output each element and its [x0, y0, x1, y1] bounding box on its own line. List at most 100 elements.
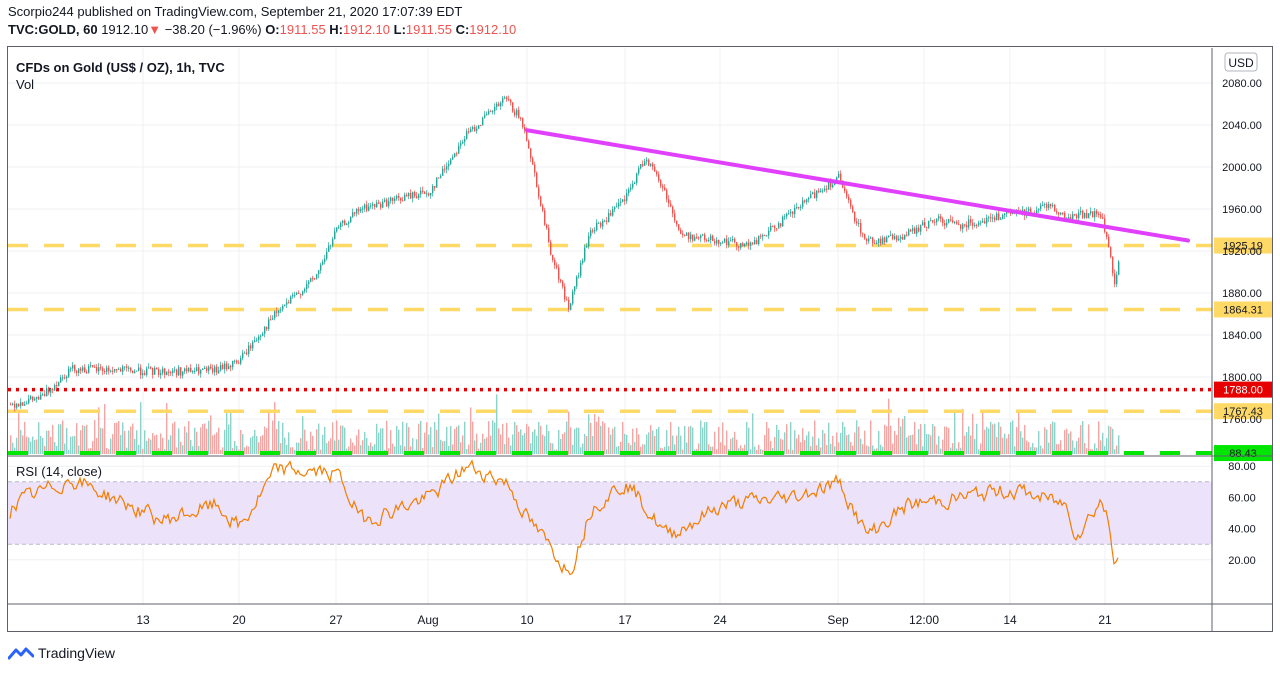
candle-body: [466, 131, 468, 139]
volume-bar: [1054, 422, 1056, 454]
candle-body: [712, 235, 714, 241]
candle-body: [668, 199, 670, 204]
volume-bar: [880, 444, 882, 454]
candle-body: [268, 319, 270, 329]
candle-body: [594, 230, 596, 232]
currency-badge[interactable]: USD: [1224, 52, 1258, 72]
volume-bar: [208, 420, 210, 454]
close-value: 1912.10: [469, 22, 517, 37]
volume-bar: [92, 441, 94, 454]
candle-body: [770, 225, 772, 231]
volume-bar: [272, 420, 274, 454]
volume-bar: [954, 410, 956, 454]
volume-bar: [574, 429, 576, 454]
candle-body: [506, 97, 508, 100]
volume-bar: [630, 444, 632, 454]
volume-bar: [294, 449, 296, 454]
candle-body: [384, 199, 386, 202]
volume-bar: [636, 428, 638, 454]
candle-body: [892, 234, 894, 239]
candle-body: [88, 366, 90, 373]
volume-bar: [130, 426, 132, 454]
trendline[interactable]: [525, 128, 1190, 243]
candle-body: [182, 371, 184, 376]
price-levels: 1925.19 1864.31 1788.00 1767.43: [8, 237, 1272, 420]
candle-body: [24, 404, 26, 406]
volume-bar: [1074, 447, 1076, 454]
volume-bar: [128, 430, 130, 454]
candle-body: [102, 368, 104, 372]
candle-body: [14, 403, 16, 408]
candle-body: [1042, 204, 1044, 206]
volume-bar: [298, 442, 300, 454]
volume-bar: [418, 423, 420, 454]
volume-bar: [112, 434, 114, 454]
volume-bar: [968, 426, 970, 454]
candle-body: [1118, 261, 1120, 275]
volume-bar: [878, 431, 880, 454]
footer-brand: TradingView: [38, 645, 116, 661]
candle-body: [454, 153, 456, 158]
candle-body: [578, 275, 580, 277]
volume-bar: [218, 427, 220, 454]
volume-bar: [1076, 440, 1078, 454]
volume-bar: [528, 426, 530, 454]
volume-bar: [668, 446, 670, 454]
volume-bar: [824, 433, 826, 454]
volume-bar: [536, 435, 538, 454]
volume-bar: [770, 440, 772, 454]
volume-bar: [1032, 443, 1034, 454]
volume-bar: [950, 447, 952, 454]
volume-bar: [448, 445, 450, 454]
candle-body: [230, 365, 232, 368]
candle-body: [542, 205, 544, 211]
candle-body: [932, 220, 934, 222]
volume-bar: [140, 402, 142, 454]
volume-bar: [926, 434, 928, 454]
volume-bar: [62, 420, 64, 454]
volume-bar: [412, 438, 414, 454]
candle-body: [1006, 211, 1008, 214]
volume-bar: [438, 413, 440, 454]
volume-bar: [500, 434, 502, 454]
volume-bar: [828, 422, 830, 454]
candle-body: [610, 213, 612, 216]
volume-bar: [908, 435, 910, 454]
candle-body: [648, 159, 650, 166]
candle-body: [16, 403, 18, 408]
candle-body: [482, 117, 484, 126]
volume-bar: [820, 447, 822, 454]
volume-bar: [764, 435, 766, 454]
candle-body: [364, 204, 366, 209]
candle-body: [42, 394, 44, 396]
candle-body: [1088, 213, 1090, 219]
candle-body: [814, 192, 816, 199]
volume-bar: [354, 445, 356, 454]
candle-body: [116, 369, 118, 371]
chart-frame[interactable]: [7, 46, 1273, 632]
volume-bar: [362, 440, 364, 454]
volume-bar: [420, 420, 422, 454]
volume-bar: [106, 447, 108, 454]
tradingview-logo-icon: [8, 647, 34, 660]
candle-body: [634, 183, 636, 185]
volume-bar: [924, 423, 926, 454]
volume-bar: [734, 431, 736, 454]
candle-body: [662, 185, 664, 188]
volume-bar: [1036, 447, 1038, 454]
volume-bar: [524, 433, 526, 454]
candle-body: [330, 245, 332, 247]
rsi-band: [8, 481, 1212, 545]
volume-bar: [898, 417, 900, 454]
volume-bar: [16, 437, 18, 454]
volume-bar: [1088, 424, 1090, 454]
candle-body: [92, 365, 94, 367]
candle-body: [956, 221, 958, 224]
candle-body: [426, 193, 428, 195]
candle-body: [714, 240, 716, 244]
close-label: C:: [455, 22, 470, 37]
volume-bar: [258, 442, 260, 454]
volume-bar: [286, 444, 288, 454]
volume-bar: [736, 439, 738, 454]
